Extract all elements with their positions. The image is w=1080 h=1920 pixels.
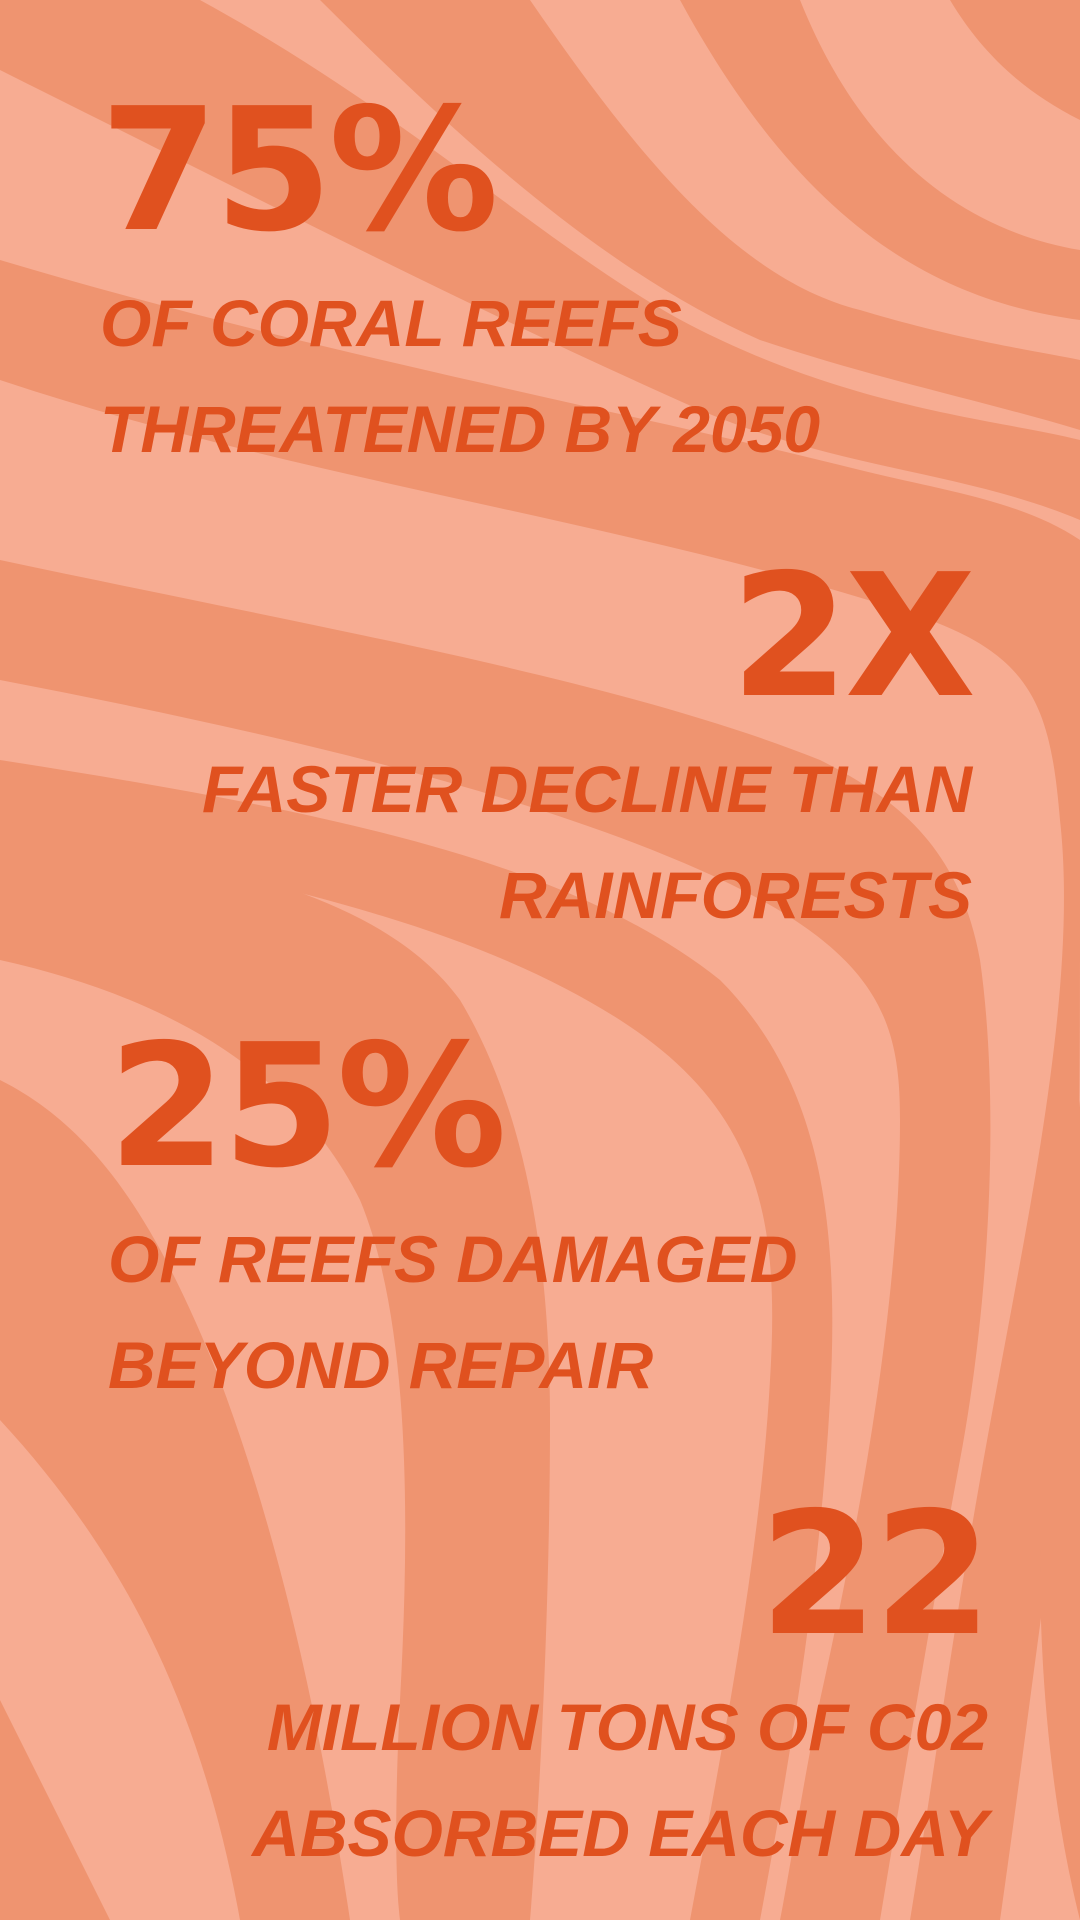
stat-caption: OF REEFS DAMAGED BEYOND REPAIR (108, 1206, 797, 1418)
stat-caption-line: MILLION TONS OF C02 (266, 1690, 988, 1764)
stat-co2-absorbed: 22 MILLION TONS OF C02 ABSORBED EACH DAY (252, 1476, 992, 1886)
stat-caption: MILLION TONS OF C02 ABSORBED EACH DAY (252, 1674, 988, 1886)
stat-caption: OF CORAL REEFS THREATENED BY 2050 (100, 270, 820, 482)
stat-value: 22 (759, 1476, 992, 1674)
stat-caption-line: OF REEFS DAMAGED (108, 1222, 798, 1296)
stat-caption-line: BEYOND REPAIR (108, 1328, 654, 1402)
stat-reefs-damaged: 25% OF REEFS DAMAGED BEYOND REPAIR (108, 1022, 797, 1418)
stat-caption-line: THREATENED BY 2050 (100, 392, 821, 466)
stat-caption-line: FASTER DECLINE THAN (201, 752, 972, 826)
stat-caption: FASTER DECLINE THAN RAINFORESTS (202, 736, 972, 948)
stat-value: 2X (730, 538, 976, 736)
stat-caption-line: ABSORBED EACH DAY (252, 1796, 988, 1870)
stat-caption-line: OF CORAL REEFS (100, 286, 682, 360)
stat-caption-line: RAINFORESTS (498, 858, 972, 932)
stat-value: 75% (100, 72, 499, 270)
stat-coral-reefs-threatened: 75% OF CORAL REEFS THREATENED BY 2050 (100, 86, 820, 482)
stat-value: 25% (108, 1008, 507, 1206)
stat-faster-decline: 2X FASTER DECLINE THAN RAINFORESTS (202, 538, 976, 948)
